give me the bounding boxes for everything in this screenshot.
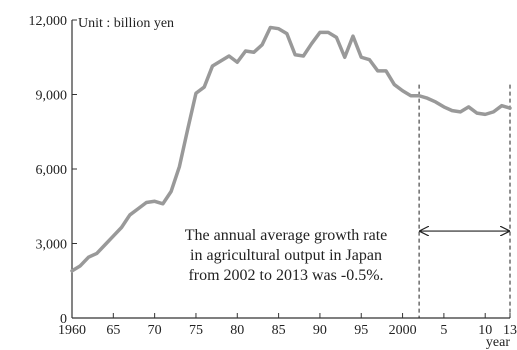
unit-label: Unit : billion yen [78,16,174,31]
x-tick-label-9: 5 [440,323,447,338]
x-tick-label-0: 1960 [58,323,86,338]
x-tick-label-11: 13 [503,323,517,338]
x-tick-label-3: 75 [189,323,203,338]
y-tick-label-1: 3,000 [36,238,68,253]
y-tick-label-0: 0 [60,312,67,327]
annotation-line-1: in agricultural output in Japan [190,247,382,264]
growth-rate-annotation: The annual average growth rate in agricul… [185,227,509,284]
reference-lines [418,84,511,318]
x-tick-label-6: 90 [313,323,327,338]
x-tick-label-2: 70 [148,323,162,338]
y-tick-label-3: 9,000 [36,89,68,104]
annotation-line-2: from 2002 to 2013 was -0.5%. [188,267,383,284]
x-tick-label-7: 95 [354,323,368,338]
x-tick-label-1: 65 [106,323,120,338]
y-tick-label-2: 6,000 [36,163,68,178]
x-tick-label-8: 2000 [389,323,417,338]
axis-ticks: 0 3,000 6,000 9,000 12,000 1960 65 70 75 80 85 90 95… [29,14,517,338]
x-tick-label-4: 80 [230,323,244,338]
y-tick-label-4: 12,000 [29,14,68,29]
series-line-agricultural-output [70,25,512,273]
x-tick-label-10: 10 [478,323,492,338]
x-axis-title: year [486,335,510,350]
annotation-line-0: The annual average growth rate [185,227,388,244]
x-tick-label-5: 85 [272,323,286,338]
